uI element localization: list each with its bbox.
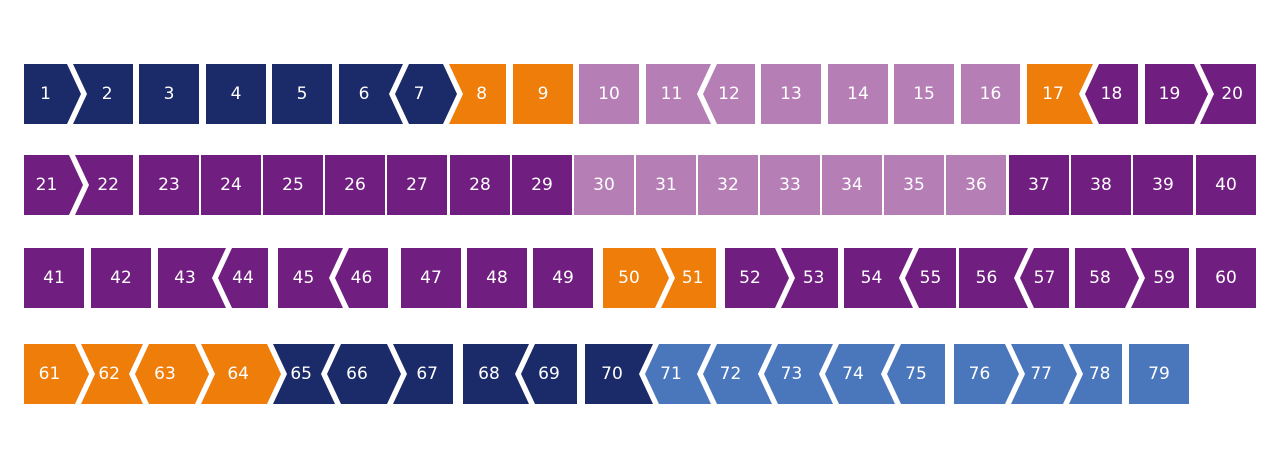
step-block-44 [218, 248, 268, 308]
step-block-57 [1020, 248, 1069, 308]
step-block-35 [884, 155, 944, 215]
step-block-65 [273, 344, 335, 404]
step-block-14 [828, 64, 888, 124]
step-block-3 [139, 64, 199, 124]
step-block-77 [1011, 344, 1077, 404]
step-block-28 [450, 155, 510, 215]
step-block-59 [1131, 248, 1189, 308]
step-block-24 [201, 155, 261, 215]
step-block-63 [135, 344, 209, 404]
step-block-29 [512, 155, 572, 215]
step-block-15 [894, 64, 954, 124]
step-block-74 [825, 344, 895, 404]
step-block-5 [272, 64, 332, 124]
step-block-45 [278, 248, 343, 308]
step-block-68 [463, 344, 529, 404]
step-block-38 [1071, 155, 1131, 215]
step-block-19 [1145, 64, 1208, 124]
step-block-4 [206, 64, 266, 124]
step-block-51 [661, 248, 716, 308]
step-block-37 [1009, 155, 1069, 215]
step-block-67 [393, 344, 453, 404]
step-block-49 [533, 248, 593, 308]
step-block-27 [387, 155, 447, 215]
step-block-41 [24, 248, 84, 308]
step-block-79 [1129, 344, 1189, 404]
step-block-2 [73, 64, 133, 124]
step-block-76 [954, 344, 1019, 404]
step-block-54 [844, 248, 913, 308]
step-block-73 [764, 344, 833, 404]
step-block-70 [585, 344, 653, 404]
step-block-12 [703, 64, 755, 124]
step-block-13 [761, 64, 821, 124]
step-block-26 [325, 155, 385, 215]
step-block-72 [703, 344, 772, 404]
step-block-6 [339, 64, 403, 124]
step-block-42 [91, 248, 151, 308]
step-block-10 [579, 64, 639, 124]
step-block-43 [158, 248, 226, 308]
step-block-39 [1133, 155, 1193, 215]
step-block-16 [961, 64, 1020, 124]
step-block-53 [781, 248, 838, 308]
step-block-23 [139, 155, 199, 215]
step-block-33 [760, 155, 820, 215]
step-block-21 [24, 155, 83, 215]
step-block-66 [327, 344, 401, 404]
step-block-64 [201, 344, 281, 404]
step-block-9 [513, 64, 573, 124]
step-block-22 [75, 155, 133, 215]
step-block-1 [24, 64, 81, 124]
step-block-47 [401, 248, 461, 308]
step-block-46 [335, 248, 388, 308]
step-block-11 [646, 64, 711, 124]
step-block-31 [636, 155, 696, 215]
step-block-55 [905, 248, 956, 308]
step-block-50 [603, 248, 669, 308]
step-block-18 [1085, 64, 1138, 124]
step-block-36 [946, 155, 1006, 215]
step-block-25 [263, 155, 323, 215]
step-block-34 [822, 155, 882, 215]
step-block-69 [521, 344, 577, 404]
step-block-40 [1196, 155, 1256, 215]
step-block-75 [887, 344, 945, 404]
step-block-78 [1069, 344, 1122, 404]
step-block-20 [1200, 64, 1256, 124]
step-block-61 [24, 344, 89, 404]
step-block-62 [81, 344, 143, 404]
step-block-58 [1075, 248, 1139, 308]
step-block-56 [959, 248, 1028, 308]
step-block-32 [698, 155, 758, 215]
step-block-17 [1027, 64, 1093, 124]
step-block-30 [574, 155, 634, 215]
step-block-60 [1196, 248, 1256, 308]
step-block-8 [449, 64, 506, 124]
step-block-71 [645, 344, 711, 404]
step-block-7 [395, 64, 457, 124]
step-block-52 [725, 248, 789, 308]
step-block-48 [467, 248, 527, 308]
